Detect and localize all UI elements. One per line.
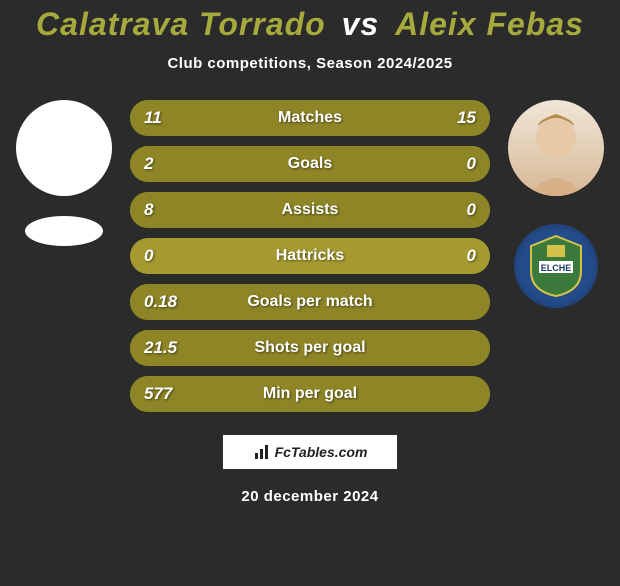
stat-bar: 21.5 Shots per goal [130, 330, 490, 366]
stat-bar: 11 15 Matches [130, 100, 490, 136]
stat-value-right: 0 [467, 200, 476, 220]
stat-value-right: 0 [467, 154, 476, 174]
placeholder-shape-icon [25, 216, 103, 246]
footer-date: 20 december 2024 [0, 488, 620, 505]
stat-label: Hattricks [276, 247, 344, 265]
subtitle: Club competitions, Season 2024/2025 [0, 55, 620, 72]
stat-bar: 8 0 Assists [130, 192, 490, 228]
comparison-body: ELCHE 11 15 Matches 2 0 Goals 8 0 Assists 0 0 Hattr… [0, 100, 620, 412]
club-name-text: ELCHE [541, 263, 572, 273]
comparison-title: Calatrava Torrado vs Aleix Febas [0, 6, 620, 43]
brand-logo[interactable]: FcTables.com [222, 434, 398, 470]
stat-bar: 0 0 Hattricks [130, 238, 490, 274]
stat-value-left: 8 [144, 200, 153, 220]
club-crest-icon: ELCHE [521, 231, 591, 301]
stat-value-left: 2 [144, 154, 153, 174]
left-player-column [8, 100, 120, 246]
stat-value-left: 0 [144, 246, 153, 266]
stat-bar: 2 0 Goals [130, 146, 490, 182]
stat-bar: 577 Min per goal [130, 376, 490, 412]
vs-text: vs [342, 6, 380, 42]
stat-label: Matches [278, 109, 342, 127]
chart-bars-icon [253, 443, 271, 461]
stat-value-left: 577 [144, 384, 172, 404]
stat-bars: 11 15 Matches 2 0 Goals 8 0 Assists 0 0 Hattricks 0.… [130, 100, 490, 412]
stat-value-left: 21.5 [144, 338, 177, 358]
stat-label: Shots per goal [254, 339, 365, 357]
stat-value-right: 0 [467, 246, 476, 266]
player1-name: Calatrava Torrado [36, 6, 326, 42]
stat-label: Min per goal [263, 385, 357, 403]
stat-value-right: 15 [457, 108, 476, 128]
stat-bar: 0.18 Goals per match [130, 284, 490, 320]
player2-avatar [508, 100, 604, 196]
player1-avatar [16, 100, 112, 196]
player2-club-logo: ELCHE [514, 224, 598, 308]
person-silhouette-icon [508, 100, 604, 196]
stat-value-left: 0.18 [144, 292, 177, 312]
player2-name: Aleix Febas [395, 6, 584, 42]
stat-label: Goals [288, 155, 332, 173]
stat-value-left: 11 [144, 108, 162, 128]
placeholder-shape-icon [19, 128, 109, 168]
stat-label: Assists [282, 201, 339, 219]
brand-text: FcTables.com [275, 444, 368, 460]
right-player-column: ELCHE [500, 100, 612, 308]
stat-label: Goals per match [247, 293, 372, 311]
